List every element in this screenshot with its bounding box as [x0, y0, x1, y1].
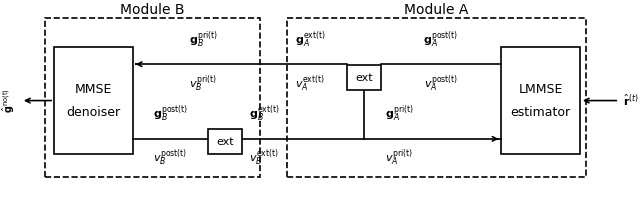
- Text: $\mathbf{g}_{B}^{\rm \mathrm{ext}(t)}$: $\mathbf{g}_{B}^{\rm \mathrm{ext}(t)}$: [249, 104, 280, 124]
- Text: $\hat{\mathbf{r}}^{(t)}$: $\hat{\mathbf{r}}^{(t)}$: [623, 93, 639, 108]
- Text: LMMSE: LMMSE: [518, 83, 563, 96]
- Text: $v_{A}^{\rm \mathrm{pri}(t)}$: $v_{A}^{\rm \mathrm{pri}(t)}$: [385, 148, 413, 168]
- Text: Module B: Module B: [120, 3, 184, 17]
- Text: estimator: estimator: [511, 106, 571, 119]
- Text: ext: ext: [355, 72, 372, 83]
- Text: $\mathbf{g}_{B}^{\rm \mathrm{pri}(t)}$: $\mathbf{g}_{B}^{\rm \mathrm{pri}(t)}$: [189, 29, 218, 50]
- Bar: [54, 47, 132, 154]
- Text: $\mathbf{g}_{A}^{\rm \mathrm{post}(t)}$: $\mathbf{g}_{A}^{\rm \mathrm{post}(t)}$: [423, 29, 459, 50]
- Bar: [287, 18, 586, 177]
- Bar: [501, 47, 580, 154]
- Bar: [208, 129, 241, 154]
- Text: ext: ext: [216, 137, 234, 147]
- Text: $v_{B}^{\rm \mathrm{post}(t)}$: $v_{B}^{\rm \mathrm{post}(t)}$: [154, 148, 188, 168]
- Text: $v_{B}^{\rm \mathrm{pri}(t)}$: $v_{B}^{\rm \mathrm{pri}(t)}$: [189, 73, 217, 94]
- Text: $\mathbf{g}_{B}^{\rm \mathrm{post}(t)}$: $\mathbf{g}_{B}^{\rm \mathrm{post}(t)}$: [153, 104, 188, 124]
- Bar: [45, 18, 260, 177]
- Text: Module A: Module A: [404, 3, 468, 17]
- Bar: [348, 65, 381, 90]
- Text: $\hat{\mathbf{g}}^{\rm no(t)}$: $\hat{\mathbf{g}}^{\rm no(t)}$: [1, 88, 17, 113]
- Text: denoiser: denoiser: [67, 106, 120, 119]
- Text: $v_{B}^{\rm \mathrm{ext}(t)}$: $v_{B}^{\rm \mathrm{ext}(t)}$: [249, 148, 279, 168]
- Text: MMSE: MMSE: [75, 83, 112, 96]
- Text: $v_{A}^{\rm \mathrm{post}(t)}$: $v_{A}^{\rm \mathrm{post}(t)}$: [424, 73, 458, 94]
- Text: $v_{A}^{\rm \mathrm{ext}(t)}$: $v_{A}^{\rm \mathrm{ext}(t)}$: [295, 73, 325, 94]
- Text: $\mathbf{g}_{A}^{\rm \mathrm{pri}(t)}$: $\mathbf{g}_{A}^{\rm \mathrm{pri}(t)}$: [385, 104, 414, 124]
- Text: $\mathbf{g}_{A}^{\rm \mathrm{ext}(t)}$: $\mathbf{g}_{A}^{\rm \mathrm{ext}(t)}$: [295, 29, 326, 50]
